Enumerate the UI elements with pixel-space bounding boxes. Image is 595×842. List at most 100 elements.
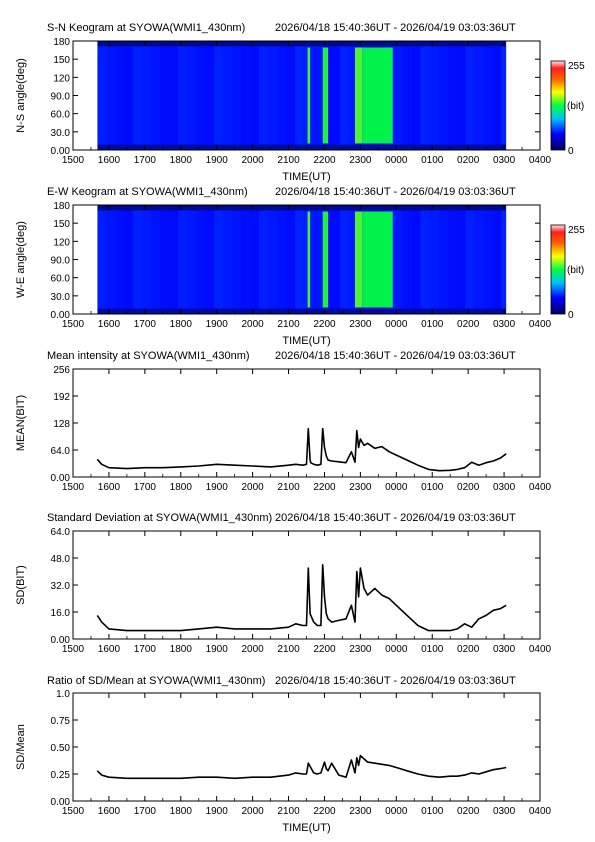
ew-keogram-column	[402, 210, 412, 309]
ratio-xtick-label: 0300	[493, 806, 516, 817]
ew-xtick-label: 0100	[421, 319, 444, 330]
sn-keogram-column	[474, 46, 484, 145]
ew-title: E-W Keogram at SYOWA(WMI1_430nm)	[47, 186, 248, 198]
sn-keogram-column	[133, 46, 143, 145]
colorbar-sn-max: 255	[568, 61, 585, 72]
sn-xtick-label: 2100	[277, 155, 300, 166]
panel-mean-intensity: Mean intensity at SYOWA(WMI1_430nm) 2026/…	[15, 350, 552, 493]
sn-bright-band	[362, 47, 393, 144]
ratio-ytick-label: 0.25	[51, 770, 71, 781]
ratio-xlabel: TIME(UT)	[282, 822, 330, 834]
sn-ytick-label: 0.00	[51, 146, 71, 157]
panel-sd-mean-ratio: Ratio of SD/Mean at SYOWA(WMI1_430nm) 202…	[15, 675, 552, 834]
mean-xtick-label: 1700	[134, 482, 157, 493]
ew-keogram-column	[465, 210, 475, 309]
sn-xtick-label: 2300	[349, 155, 372, 166]
sd-xtick-label: 2000	[241, 644, 264, 655]
ratio-xtick-label: 0100	[421, 806, 444, 817]
sd-ytick-label: 64.0	[51, 527, 71, 538]
ew-keogram-column	[151, 210, 161, 309]
sd-xtick-label: 1700	[134, 644, 157, 655]
ew-no-data-right	[506, 205, 540, 314]
colorbar-ew-unit: (bit)	[567, 265, 584, 276]
sn-keogram-column	[276, 46, 286, 145]
sd-ytick-label: 0.00	[51, 635, 71, 646]
sn-keogram-column	[402, 46, 412, 145]
mean-series-line	[96, 427, 507, 472]
sn-keogram-column	[258, 46, 268, 145]
mean-xtick-label: 2200	[313, 482, 336, 493]
sn-keogram-column	[205, 46, 215, 145]
sn-keogram-column	[160, 46, 170, 145]
sn-ytick-label: 30.0	[51, 128, 71, 139]
ew-keogram-column	[294, 210, 304, 309]
sn-no-data-right	[506, 41, 540, 150]
sd-xtick-label: 1500	[62, 644, 85, 655]
mean-xtick-label: 2100	[277, 482, 300, 493]
ew-bright-band	[322, 211, 329, 308]
colorbar-ew-max: 255	[568, 225, 585, 236]
sn-keogram-column	[232, 46, 242, 145]
sn-xtick-label: 2000	[241, 155, 264, 166]
mean-xtick-label: 0100	[421, 482, 444, 493]
ew-xtick-label: 1800	[170, 319, 193, 330]
ew-xtick-label: 0000	[385, 319, 408, 330]
sn-keogram-column	[241, 46, 250, 145]
colorbar-sn-gradient	[550, 60, 566, 151]
ratio-plot-frame	[72, 692, 541, 802]
ew-xtick-label: 1900	[206, 319, 229, 330]
sn-xtick-label: 1900	[206, 155, 229, 166]
sn-xtick-label: 0300	[493, 155, 516, 166]
sn-keogram-column	[249, 46, 259, 145]
ratio-time-range: 2026/04/18 15:40:36UT - 2026/04/19 03:03…	[275, 675, 516, 687]
mean-ytick-label: 256	[53, 365, 70, 376]
sd-xtick-label: 2200	[313, 644, 336, 655]
ratio-xtick-label: 1700	[134, 806, 157, 817]
sd-title: Standard Deviation at SYOWA(WMI1_430nm)	[47, 512, 272, 524]
ew-keogram-column	[160, 210, 170, 309]
sn-ylabel: N-S angle(deg)	[15, 58, 27, 133]
sn-time-range: 2026/04/18 15:40:36UT - 2026/04/19 03:03…	[275, 22, 516, 34]
sd-xtick-label: 0300	[493, 644, 516, 655]
ew-keogram-column	[196, 210, 206, 309]
mean-xtick-label: 0000	[385, 482, 408, 493]
ew-keogram-column	[267, 210, 277, 309]
ew-keogram-column	[474, 210, 484, 309]
mean-ylabel: MEAN(BIT)	[15, 395, 27, 451]
ew-bright-band	[307, 211, 311, 308]
ratio-ytick-label: 0.00	[51, 797, 71, 808]
sd-xtick-label: 2100	[277, 644, 300, 655]
ew-keogram-column	[285, 210, 295, 309]
ew-xtick-label: 2300	[349, 319, 372, 330]
sn-keogram-column	[151, 46, 161, 145]
ew-ytick-label: 120	[53, 237, 70, 248]
sn-keogram-column	[214, 46, 224, 145]
sn-keogram-column	[106, 46, 116, 145]
ew-keogram-column	[187, 210, 197, 309]
ratio-ytick-label: 0.75	[51, 716, 71, 727]
sn-xtick-label: 0200	[457, 155, 480, 166]
sn-keogram-column	[483, 46, 493, 145]
mean-ytick-label: 192	[53, 392, 70, 403]
ew-ytick-label: 90.0	[51, 256, 71, 267]
ratio-xtick-label: 2100	[277, 806, 300, 817]
sn-keogram-column	[420, 46, 430, 145]
sn-xtick-label: 0000	[385, 155, 408, 166]
sn-keogram-column	[393, 46, 403, 145]
ew-bright-band	[354, 211, 363, 308]
sn-keogram-column	[187, 46, 197, 145]
ew-keogram-column	[115, 210, 125, 309]
sn-bright-band	[307, 47, 311, 144]
ew-keogram-top-edge	[97, 205, 507, 211]
ratio-xtick-label: 2200	[313, 806, 336, 817]
sn-bright-band	[354, 47, 363, 144]
ew-time-range: 2026/04/18 15:40:36UT - 2026/04/19 03:03…	[275, 186, 516, 198]
ew-keogram-column	[258, 210, 268, 309]
mean-xtick-label: 0400	[529, 482, 552, 493]
ratio-ytick-label: 1.0	[56, 689, 70, 700]
sn-xtick-label: 1500	[62, 155, 85, 166]
ratio-series-line	[96, 754, 507, 780]
sn-keogram-column	[429, 46, 439, 145]
sn-keogram-column	[456, 46, 466, 145]
ew-ytick-label: 60.0	[51, 274, 71, 285]
